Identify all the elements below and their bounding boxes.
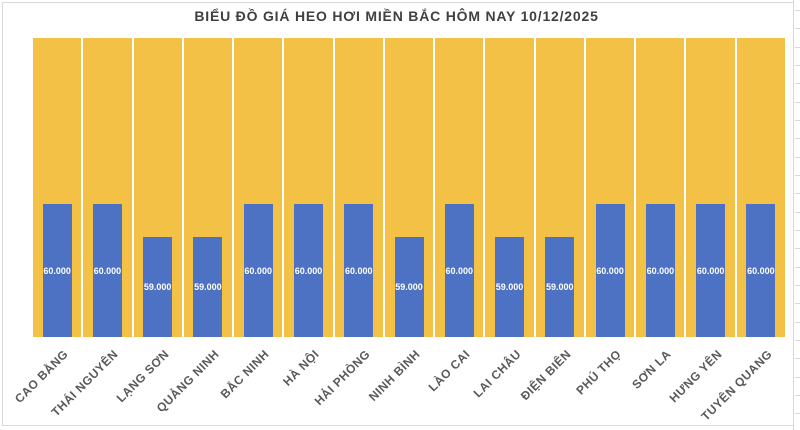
bar-value-label: 60.000: [596, 265, 624, 276]
x-axis-label: CAO BẰNG: [12, 347, 72, 406]
spreadsheet-row-tick: [795, 394, 800, 396]
bar-value-label: 60.000: [696, 265, 725, 276]
spreadsheet-row-tick: [795, 174, 800, 176]
price-bar: 59.000: [193, 237, 223, 337]
price-bar: 59.000: [545, 237, 575, 337]
bar-value-label: 60.000: [43, 265, 71, 276]
price-bar: 60.000: [595, 204, 625, 337]
price-bar: 60.000: [92, 204, 122, 337]
spreadsheet-row-tick: [795, 64, 800, 66]
spreadsheet-row-tick: [795, 193, 800, 195]
spreadsheet-row-tick: [795, 284, 800, 286]
price-bar: 60.000: [696, 204, 726, 337]
bar-value-label: 60.000: [344, 265, 373, 276]
spreadsheet-row-tick: [795, 358, 800, 360]
bar-value-label: 59.000: [194, 282, 222, 293]
bar-value-label: 60.000: [646, 265, 675, 276]
bar-value-label: 59.000: [143, 282, 172, 293]
chart-border-top: [2, 2, 793, 3]
spreadsheet-row-tick: [795, 229, 800, 231]
plot-area: 60.000 60.000 59.000 59.000 60.000 60.000 60.0…: [32, 38, 786, 337]
spreadsheet-row-tick: [795, 28, 800, 30]
price-bar: 59.000: [394, 237, 424, 337]
spreadsheet-row-tick: [795, 119, 800, 121]
spreadsheet-row-tick: [795, 83, 800, 85]
bar-value-label: 60.000: [747, 265, 775, 276]
bar-value-label: 59.000: [495, 282, 524, 293]
spreadsheet-row-tick: [795, 248, 800, 250]
price-bar: 60.000: [746, 204, 776, 337]
price-bar: 60.000: [645, 204, 675, 337]
bar-value-label: 60.000: [93, 265, 122, 276]
price-bar: 60.000: [243, 204, 273, 337]
price-bar: 59.000: [495, 237, 525, 337]
bar-value-label: 59.000: [546, 282, 574, 293]
bar-value-label: 59.000: [395, 282, 423, 293]
spreadsheet-row-tick: [795, 266, 800, 268]
chart-border-bottom: [2, 425, 793, 426]
price-bar: 60.000: [344, 204, 374, 337]
price-bar: 60.000: [444, 204, 474, 337]
price-bar: 60.000: [42, 204, 72, 337]
chart-border-left: [2, 2, 3, 426]
spreadsheet-row-tick: [795, 211, 800, 213]
bar-value-label: 60.000: [445, 265, 474, 276]
spreadsheet-row-tick: [795, 339, 800, 341]
spreadsheet-row-tick: [795, 303, 800, 305]
spreadsheet-row-tick: [795, 413, 800, 415]
bar-value-label: 60.000: [244, 265, 272, 276]
price-bar: 59.000: [143, 237, 173, 337]
spreadsheet-row-tick: [795, 10, 800, 11]
spreadsheet-row-tick: [795, 156, 800, 158]
price-bar: 60.000: [293, 204, 323, 337]
spreadsheet-row-tick: [795, 376, 800, 378]
chart-title: BIỂU ĐỒ GIÁ HEO HƠI MIỀN BẮC HÔM NAY 10/…: [194, 8, 599, 24]
spreadsheet-row-tick: [795, 46, 800, 48]
spreadsheet-row-tick: [795, 321, 800, 323]
spreadsheet-column-gridline: [793, 0, 794, 430]
spreadsheet-row-tick: [795, 138, 800, 140]
bar-value-label: 60.000: [294, 265, 323, 276]
spreadsheet-row-tick: [795, 101, 800, 103]
